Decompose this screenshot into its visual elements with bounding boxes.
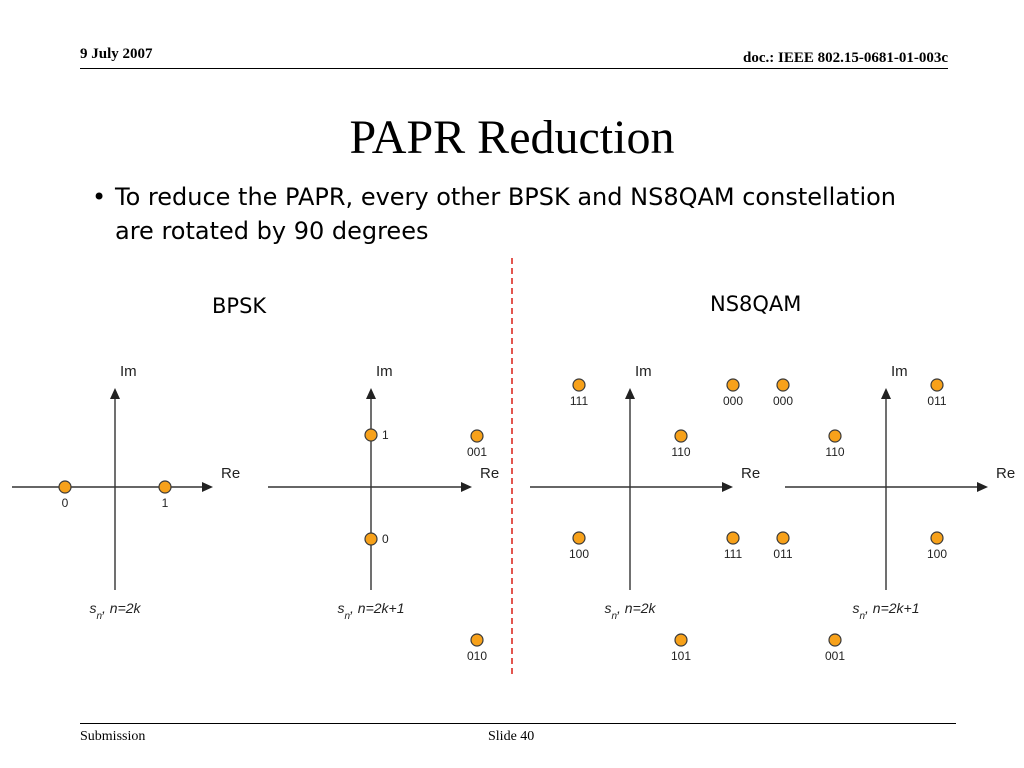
section-label-ns8qam: NS8QAM [710, 292, 802, 316]
footer-slide-number: Slide 40 [488, 729, 535, 744]
diagram-caption: sn, n=2k+1 [852, 600, 919, 622]
imag-axis-arrowhead [881, 388, 891, 399]
imag-axis-arrowhead [625, 388, 635, 399]
constellation-point [726, 531, 740, 545]
footer-rule [80, 723, 956, 724]
axis-label-re: Re [221, 465, 240, 482]
point-label: 111 [570, 394, 589, 408]
constellation-point [674, 633, 688, 647]
constellation-point [364, 532, 378, 546]
axis-label-re: Re [996, 465, 1015, 482]
axis-label-im: Im [120, 363, 137, 380]
constellation-point [828, 633, 842, 647]
constellation-point [930, 378, 944, 392]
bullet-item: • To reduce the PAPR, every other BPSK a… [92, 180, 912, 248]
constellation-ns8qam-odd: ImRe000011110101111100001010sn, n=2k+1 [723, 363, 1015, 663]
point-label: 1 [382, 428, 389, 442]
constellation-point [776, 531, 790, 545]
axis-label-im: Im [376, 363, 393, 380]
diagram-caption: sn, n=2k [604, 600, 656, 622]
constellation-point [470, 633, 484, 647]
constellation-point [726, 378, 740, 392]
diagram-caption: sn, n=2k [89, 600, 141, 622]
constellation-point [364, 428, 378, 442]
axis-label-re: Re [741, 465, 760, 482]
header-date: 9 July 2007 [80, 46, 153, 62]
point-label: 011 [773, 547, 792, 561]
point-label: 110 [671, 445, 690, 459]
header-rule [80, 68, 948, 69]
slide-title: PAPR Reduction [349, 111, 675, 164]
point-label: 101 [671, 649, 691, 663]
constellation-point [470, 429, 484, 443]
constellation-point [930, 531, 944, 545]
section-label-bpsk: BPSK [212, 294, 267, 318]
real-axis-arrowhead [977, 482, 988, 492]
diagram-caption: sn, n=2k+1 [337, 600, 404, 622]
point-label: 110 [825, 445, 844, 459]
constellation-bpsk-odd: Im Re 1 0 sn, n=2k+1 [268, 363, 499, 622]
imag-axis-arrowhead [366, 388, 376, 399]
point-label: 001 [467, 445, 487, 459]
real-axis-arrowhead [461, 482, 472, 492]
constellation-point [674, 429, 688, 443]
header-doc-id: doc.: IEEE 802.15-0681-01-003c [743, 50, 948, 66]
point-label: 100 [927, 547, 947, 561]
constellation-point [572, 531, 586, 545]
point-label: 0 [62, 496, 69, 510]
bullet-text: To reduce the PAPR, every other BPSK and… [115, 183, 897, 245]
point-label: 000 [723, 394, 743, 408]
constellation-bpsk-even: Im Re 0 1 sn, n=2k [12, 363, 240, 622]
point-label: 0 [382, 532, 389, 546]
real-axis-arrowhead [202, 482, 213, 492]
imag-axis-arrowhead [110, 388, 120, 399]
constellation-point [572, 378, 586, 392]
constellation-ns8qam-even: Im Re 111 000 001 110 100 011 010 101 sn, n=2k [467, 363, 793, 663]
constellation-point [776, 378, 790, 392]
point-label: 1 [162, 496, 169, 510]
axis-label-im: Im [891, 363, 908, 380]
point-label: 011 [927, 394, 946, 408]
point-label: 111 [724, 547, 743, 561]
axis-label-im: Im [635, 363, 652, 380]
constellation-point [828, 429, 842, 443]
footer-submission: Submission [80, 729, 146, 744]
axis-label-re: Re [480, 465, 499, 482]
bullet-dot: • [92, 183, 107, 211]
point-label: 001 [825, 649, 845, 663]
point-label: 100 [569, 547, 589, 561]
constellation-point [158, 480, 172, 494]
point-label: 010 [467, 649, 487, 663]
point-label: 000 [773, 394, 793, 408]
constellation-point [58, 480, 72, 494]
real-axis-arrowhead [722, 482, 733, 492]
